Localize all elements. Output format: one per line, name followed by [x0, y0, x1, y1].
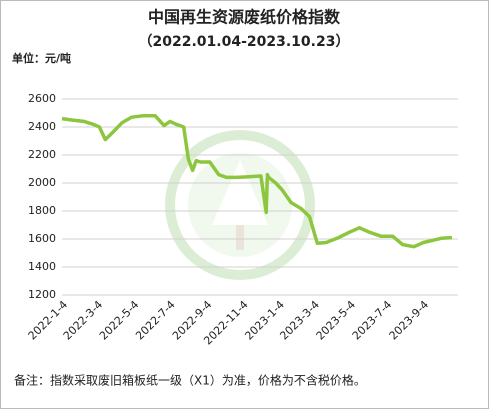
y-tick-label: 2000 — [28, 176, 56, 189]
y-tick-label: 1800 — [28, 204, 56, 217]
y-tick-label: 2200 — [28, 148, 56, 161]
y-tick-label: 2400 — [28, 120, 56, 133]
unit-label: 单位：元/吨 — [12, 51, 71, 65]
chart-subtitle: （2022.01.04-2023.10.23） — [139, 34, 350, 50]
watermark — [165, 130, 315, 280]
y-tick-label: 1600 — [28, 232, 56, 245]
y-tick-label: 2600 — [28, 92, 56, 105]
y-tick-label: 1200 — [28, 288, 56, 301]
y-tick-label: 1400 — [28, 260, 56, 273]
footnote: 备注：指数采取废旧箱板纸一级（X1）为准，价格为不含税价格。 — [14, 373, 366, 388]
chart-title: 中国再生资源废纸价格指数 — [148, 8, 341, 27]
data-line — [61, 114, 453, 249]
